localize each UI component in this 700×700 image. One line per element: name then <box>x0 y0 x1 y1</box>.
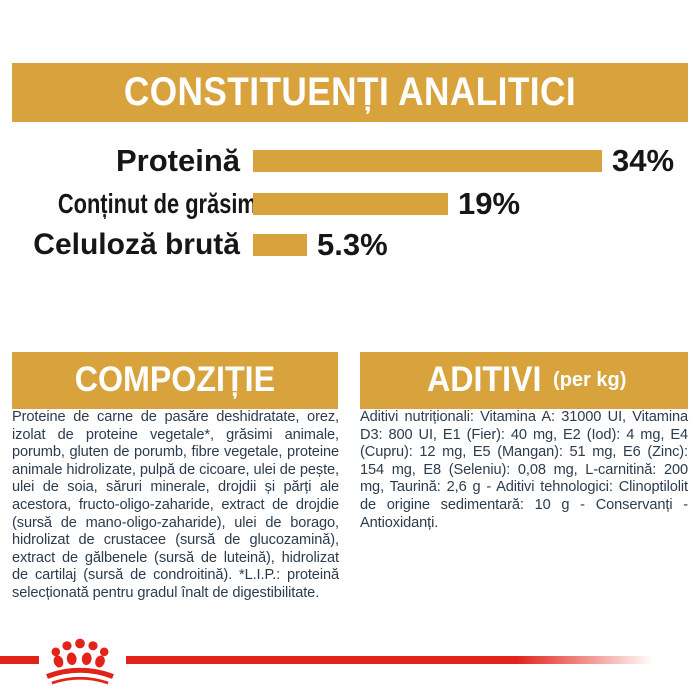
constituent-row-protein: Proteină 34% <box>0 143 700 178</box>
constituent-bar <box>253 193 448 215</box>
additives-title-suffix: (per kg) <box>553 369 627 391</box>
constituent-row-fibre: Celuloză brută 5.3% <box>0 227 700 262</box>
analytical-constituents-title: CONSTITUENȚI ANALITICI <box>123 69 577 114</box>
additives-text: Aditivi nutriționali: Vitamina A: 31000 … <box>360 409 688 531</box>
additives-title: ADITIVI <box>426 359 542 399</box>
analytical-constituents-header-band: CONSTITUENȚI ANALITICI <box>12 63 688 122</box>
bar-value: 34% <box>612 143 675 178</box>
footer-red-line-left <box>0 656 39 664</box>
composition-title: COMPOZIȚIE <box>74 359 276 399</box>
bar-value: 5.3% <box>317 227 388 262</box>
additives-header-band: ADITIVI (per kg) <box>360 352 688 409</box>
constituent-label: Celuloză brută <box>33 228 240 261</box>
royal-canin-crown-icon <box>46 638 114 685</box>
constituent-label: Conținut de grăsimi <box>57 188 263 219</box>
footer-red-line-right <box>126 656 654 664</box>
constituent-bar <box>253 234 307 256</box>
constituent-label: Proteină <box>115 143 240 178</box>
bar-value: 19% <box>458 186 521 221</box>
composition-text: Proteine de carne de pasăre deshidratate… <box>12 409 339 601</box>
constituent-row-fat: Conținut de grăsimi 19% <box>0 186 700 221</box>
composition-header-band: COMPOZIȚIE <box>12 352 338 409</box>
constituent-bar <box>253 150 602 172</box>
